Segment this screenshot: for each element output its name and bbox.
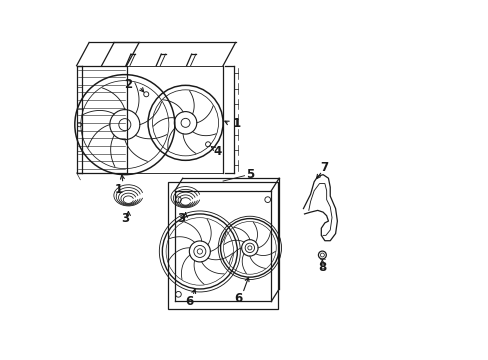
- Text: 1: 1: [115, 183, 122, 196]
- Text: 6: 6: [184, 295, 193, 308]
- Text: 4: 4: [213, 145, 222, 158]
- Text: 8: 8: [318, 261, 326, 274]
- Text: 5: 5: [246, 168, 254, 181]
- Text: 2: 2: [124, 78, 132, 91]
- Text: 3: 3: [177, 212, 184, 225]
- Text: 1: 1: [233, 117, 241, 130]
- Text: 6: 6: [234, 292, 242, 305]
- Text: 7: 7: [320, 161, 328, 174]
- Text: 3: 3: [121, 212, 129, 225]
